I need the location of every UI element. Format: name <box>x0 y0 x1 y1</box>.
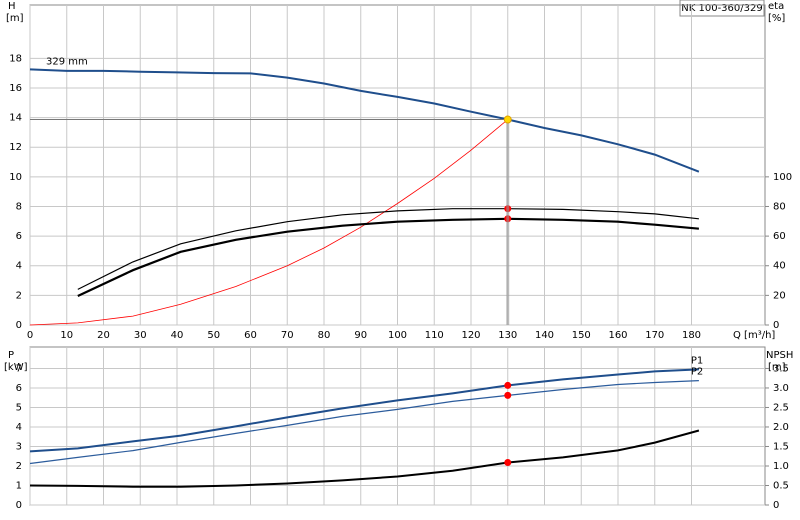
x-tick-label: 70 <box>281 330 294 341</box>
y2-tick-label: 2.0 <box>773 422 789 433</box>
x-tick-label: 180 <box>682 330 701 341</box>
x-tick-label: 20 <box>97 330 110 341</box>
curve <box>29 368 699 453</box>
curve <box>29 119 509 326</box>
chart-title: NK 100-360/329 <box>681 3 762 14</box>
y-axis-label: P <box>8 350 14 361</box>
x-tick-label: 40 <box>171 330 184 341</box>
y2-tick-label: 2.5 <box>773 402 789 413</box>
y2-tick-label: 1.5 <box>773 441 789 452</box>
y-tick-label: 6 <box>16 231 22 242</box>
data-point <box>503 115 512 124</box>
x-tick-label: 30 <box>134 330 147 341</box>
y-tick-label: 0 <box>16 320 22 331</box>
data-point <box>504 391 512 399</box>
y-tick-label: 14 <box>9 113 22 124</box>
y-tick-label: 1 <box>16 480 22 491</box>
x-tick-label: 50 <box>207 330 220 341</box>
data-point <box>504 458 512 466</box>
x-tick-label: 150 <box>572 330 591 341</box>
y-tick-label: 16 <box>9 83 22 94</box>
y2-tick-label: 0 <box>773 500 779 511</box>
y-axis-label: H <box>8 1 16 12</box>
y2-tick-label: 1.0 <box>773 461 789 472</box>
y-tick-label: 4 <box>16 261 22 272</box>
x-tick-label: 160 <box>608 330 627 341</box>
x-tick-label: 90 <box>354 330 367 341</box>
y-axis-unit: [kW] <box>4 362 28 373</box>
x-tick-label: 120 <box>461 330 480 341</box>
title-box <box>679 0 765 17</box>
x-tick-label: 170 <box>645 330 664 341</box>
y-tick-label: 0 <box>16 500 22 511</box>
curve <box>29 68 700 173</box>
series-label: P2 <box>691 367 703 378</box>
y-tick-label: 3 <box>16 441 22 452</box>
series-label: P1 <box>691 355 703 366</box>
series-label: 329 mm <box>46 56 88 67</box>
curve <box>29 380 699 465</box>
y-tick-label: 7 <box>16 363 22 374</box>
y-tick-label: 6 <box>16 383 22 394</box>
y-tick-label: 4 <box>16 422 22 433</box>
y-tick-label: 2 <box>16 461 22 472</box>
y-tick-label: 8 <box>16 201 22 212</box>
curve <box>77 208 699 290</box>
y2-tick-label: 3.5 <box>773 363 789 374</box>
y2-axis-label: NPSH <box>766 350 793 361</box>
y-tick-label: 12 <box>9 142 22 153</box>
y2-tick-label: 100 <box>773 172 792 183</box>
curve <box>29 429 700 488</box>
x-tick-label: 0 <box>27 330 33 341</box>
y2-tick-label: 0.5 <box>773 480 789 491</box>
y-tick-label: 2 <box>16 290 22 301</box>
y2-tick-label: 60 <box>773 231 786 242</box>
curve <box>77 217 699 297</box>
y-tick-label: 18 <box>9 53 22 64</box>
y2-tick-label: 20 <box>773 290 786 301</box>
y2-axis-unit: [%] <box>768 13 785 24</box>
y2-axis-label: eta <box>768 1 784 12</box>
x-tick-label: 140 <box>535 330 554 341</box>
x-axis-label: Q [m³/h] <box>733 330 775 341</box>
y2-tick-label: 3.0 <box>773 383 789 394</box>
x-tick-label: 100 <box>388 330 407 341</box>
y2-tick-label: 0 <box>773 320 779 331</box>
y-tick-label: 5 <box>16 402 22 413</box>
x-tick-label: 130 <box>498 330 517 341</box>
x-tick-label: 110 <box>425 330 444 341</box>
y2-axis-unit: [m] <box>768 362 786 373</box>
y-tick-label: 10 <box>9 172 22 183</box>
data-point <box>504 381 512 389</box>
y-axis-unit: [m] <box>6 13 24 24</box>
x-tick-label: 10 <box>60 330 73 341</box>
x-tick-label: 60 <box>244 330 257 341</box>
y2-tick-label: 40 <box>773 261 786 272</box>
y2-tick-label: 80 <box>773 201 786 212</box>
x-tick-label: 80 <box>318 330 331 341</box>
